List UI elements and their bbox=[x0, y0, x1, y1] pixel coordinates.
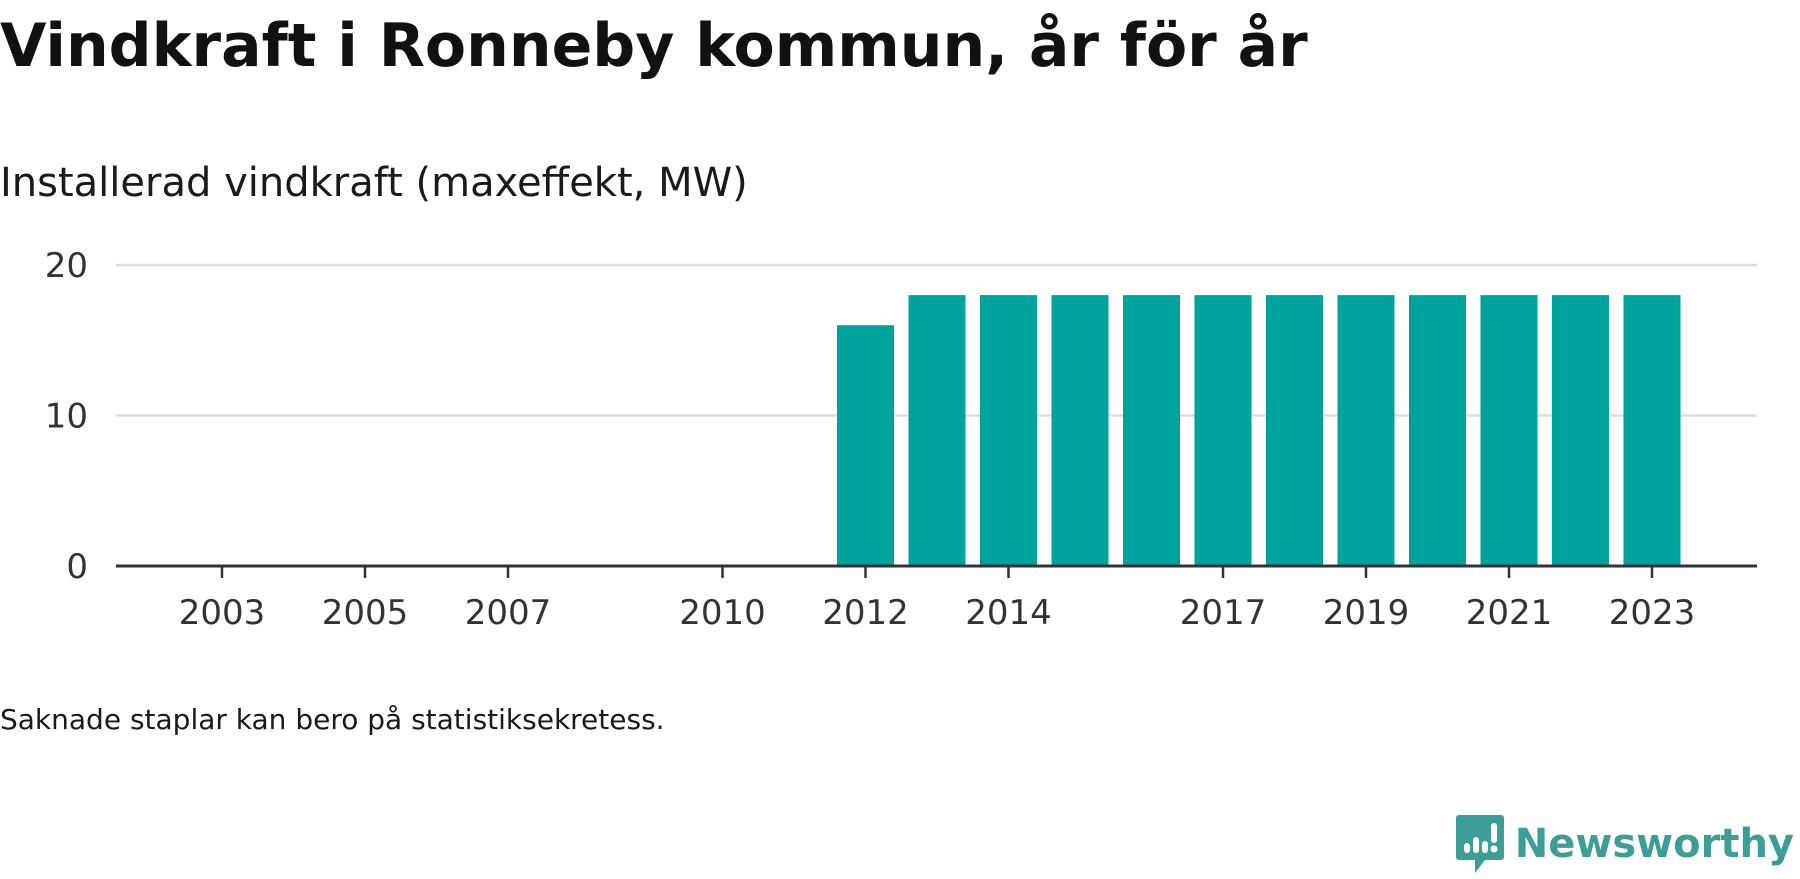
bar bbox=[1409, 295, 1466, 566]
x-tick-label: 2005 bbox=[322, 593, 409, 633]
x-tick-label: 2019 bbox=[1323, 593, 1410, 633]
y-tick-label: 10 bbox=[45, 397, 88, 437]
bar bbox=[1337, 295, 1395, 566]
bar bbox=[1051, 295, 1109, 566]
newsworthy-logo-icon bbox=[1455, 815, 1504, 873]
y-tick-label: 0 bbox=[66, 547, 88, 587]
bar bbox=[1623, 295, 1681, 566]
x-tick-label: 2007 bbox=[465, 593, 552, 633]
bar bbox=[1552, 295, 1609, 566]
footnote: Saknade staplar kan bero på statistiksek… bbox=[0, 703, 665, 736]
x-tick-label: 2003 bbox=[179, 593, 266, 633]
brand-name: Newsworthy bbox=[1514, 821, 1794, 867]
bar bbox=[1266, 295, 1323, 566]
bar bbox=[1123, 295, 1180, 566]
axes bbox=[116, 564, 1757, 578]
tick-labels: 0 10 20 2003 2005 2007 2010 2012 2014 2017 2019 202… bbox=[45, 246, 1696, 633]
bar bbox=[1480, 295, 1538, 566]
bar bbox=[908, 295, 966, 566]
bars bbox=[837, 295, 1681, 566]
bar bbox=[980, 295, 1037, 566]
x-tick-label: 2021 bbox=[1466, 593, 1553, 633]
page-title: Vindkraft i Ronneby kommun, år för år bbox=[0, 11, 1308, 81]
x-tick-label: 2017 bbox=[1180, 593, 1267, 633]
bar bbox=[837, 325, 894, 566]
x-tick-label: 2012 bbox=[822, 593, 909, 633]
chart-subtitle: Installerad vindkraft (maxeffekt, MW) bbox=[0, 160, 748, 206]
y-tick-label: 20 bbox=[45, 246, 88, 286]
x-tick-label: 2010 bbox=[679, 593, 766, 633]
x-tick-label: 2023 bbox=[1609, 593, 1696, 633]
bar-chart: 0 10 20 2003 2005 2007 2010 2012 2014 2017 2019 202… bbox=[45, 246, 1757, 633]
brand: Newsworthy bbox=[1455, 809, 1794, 879]
x-tick-label: 2014 bbox=[965, 593, 1052, 633]
bar bbox=[1194, 295, 1252, 566]
